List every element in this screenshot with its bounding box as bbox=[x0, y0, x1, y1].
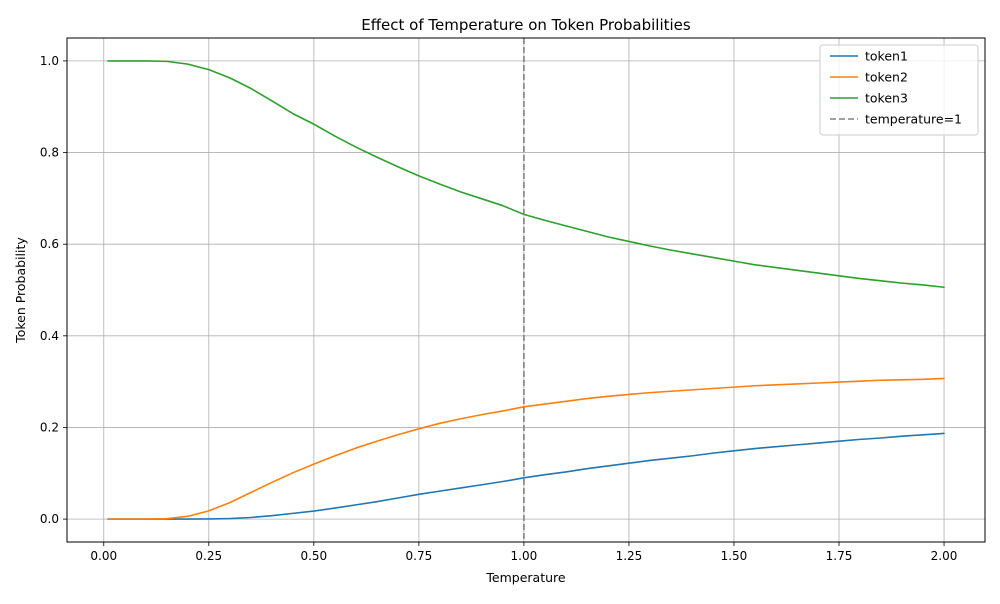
x-tick-label: 0.25 bbox=[195, 549, 222, 563]
y-tick-label: 1.0 bbox=[40, 54, 59, 68]
series-line-token3 bbox=[107, 60, 945, 289]
legend-label: token3 bbox=[865, 91, 908, 106]
y-tick-label: 0.0 bbox=[40, 512, 59, 526]
plot-area-frame bbox=[66, 37, 986, 543]
legend-box bbox=[819, 44, 979, 136]
chart-title: Effect of Temperature on Token Probabili… bbox=[361, 16, 691, 34]
y-tick-label: 0.6 bbox=[40, 237, 59, 251]
x-tick-label: 1.25 bbox=[616, 549, 643, 563]
x-tick-label: 0.00 bbox=[90, 549, 117, 563]
x-tick-label: 2.00 bbox=[931, 549, 958, 563]
x-tick-label: 1.75 bbox=[826, 549, 853, 563]
y-tick-label: 0.2 bbox=[40, 420, 59, 434]
x-tick-label: 1.00 bbox=[511, 549, 538, 563]
x-tick-label: 1.50 bbox=[721, 549, 748, 563]
series-line-token1 bbox=[107, 432, 945, 520]
legend-label: token1 bbox=[865, 49, 908, 64]
series-line-token2 bbox=[107, 377, 945, 520]
legend-label: temperature=1 bbox=[865, 112, 962, 127]
y-tick-label: 0.4 bbox=[40, 329, 59, 343]
legend: token1 token2 token3 temperature=1 bbox=[819, 44, 979, 136]
y-tick-label: 0.8 bbox=[40, 146, 59, 160]
x-tick-label: 0.50 bbox=[300, 549, 327, 563]
x-axis-label: Temperature bbox=[485, 570, 565, 585]
x-axis-ticks: 0.00 0.25 0.50 0.75 1.00 1.25 1.50 1.75 2.00 bbox=[90, 542, 957, 563]
y-axis-ticks: 0.0 0.2 0.4 0.6 0.8 1.0 bbox=[40, 54, 67, 526]
series-lines bbox=[107, 60, 945, 520]
legend-label: token2 bbox=[865, 70, 908, 85]
x-tick-label: 0.75 bbox=[406, 549, 433, 563]
y-axis-label: Token Probability bbox=[13, 237, 28, 344]
